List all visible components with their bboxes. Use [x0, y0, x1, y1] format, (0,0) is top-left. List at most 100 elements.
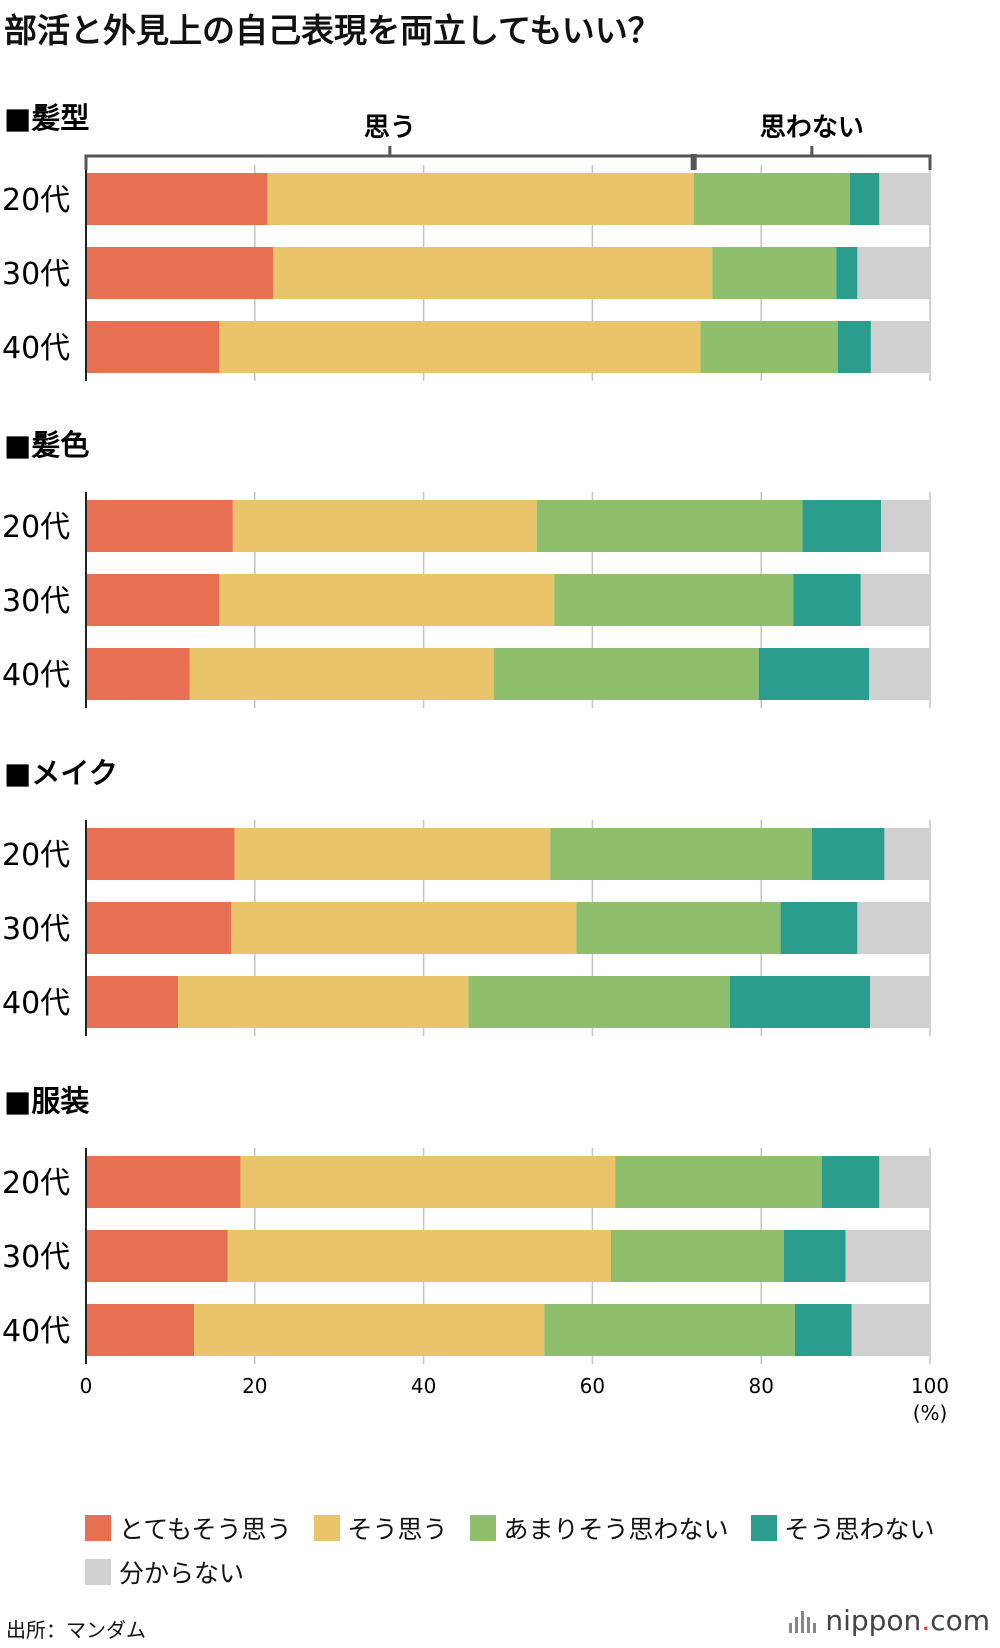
bar-segment: [267, 173, 694, 225]
legend-label: とてもそう思う: [119, 1515, 292, 1544]
row-label: 40代: [2, 986, 70, 1021]
bar-segment: [177, 976, 469, 1028]
bar-segment: [860, 574, 930, 626]
bar-segment: [780, 902, 858, 954]
bar-segment: [802, 500, 882, 552]
bar-segment: [86, 1230, 228, 1282]
bar-segment: [712, 247, 837, 299]
bar-segment: [729, 976, 871, 1028]
bar-segment: [468, 976, 730, 1028]
group-title: ■髪色: [4, 428, 89, 462]
legend-label: 分からない: [119, 1559, 245, 1588]
logo-bars-icon: [789, 1609, 819, 1633]
bar-segment: [86, 976, 178, 1028]
bar-segment: [86, 247, 274, 299]
row-label: 20代: [2, 510, 70, 545]
bar-segment: [693, 173, 850, 225]
x-tick-label: 20: [242, 1374, 267, 1398]
bar-segment: [232, 500, 537, 552]
row-label: 20代: [2, 838, 70, 873]
bar-segment: [240, 1156, 616, 1208]
bar-segment: [86, 902, 232, 954]
bar-segment: [870, 976, 930, 1028]
bar-segment: [879, 1156, 930, 1208]
legend-swatch: [85, 1515, 111, 1541]
bar-segment: [544, 1304, 795, 1356]
bar-segment: [838, 321, 871, 373]
bar-segment: [879, 173, 930, 225]
bar-segment: [576, 902, 781, 954]
bar-segment: [234, 828, 551, 880]
logo-dot: .: [921, 1604, 931, 1637]
nippon-logo: nippon. com: [789, 1604, 990, 1637]
legend-swatch: [750, 1515, 777, 1541]
logo-suffix: com: [930, 1604, 990, 1637]
bar-segment: [857, 902, 930, 954]
bracket-line: [692, 154, 932, 170]
bar-segment: [86, 828, 235, 880]
bar-segment: [86, 1304, 195, 1356]
logo-name: nippon: [825, 1604, 922, 1637]
legend-item: そう思う: [313, 1510, 448, 1546]
x-tick-label: 80: [748, 1374, 773, 1398]
bar-segment: [231, 902, 577, 954]
bracket-divider: [690, 154, 697, 170]
bracket-line: [84, 154, 696, 170]
bracket-label: 思わない: [760, 113, 864, 143]
bar-segment: [811, 828, 885, 880]
bar-segment: [554, 574, 794, 626]
bar-segment: [615, 1156, 822, 1208]
legend-swatch: [469, 1515, 496, 1541]
group-title: ■服装: [4, 1084, 89, 1118]
legend-item: そう思わない: [750, 1510, 935, 1546]
bar-segment: [194, 1304, 545, 1356]
legend-label: そう思わない: [784, 1515, 935, 1544]
bar-segment: [700, 321, 839, 373]
bar-segment: [86, 648, 190, 700]
bar-segment: [758, 648, 870, 700]
row-label: 20代: [2, 183, 70, 218]
row-label: 30代: [2, 584, 70, 619]
source-note: 出所：マンダム: [6, 1618, 146, 1642]
bar-segment: [273, 247, 713, 299]
bar-segment: [870, 321, 930, 373]
bar-segment: [851, 1304, 930, 1356]
row-label: 40代: [2, 331, 70, 366]
bar-segment: [227, 1230, 611, 1282]
bar-segment: [550, 828, 812, 880]
legend-label: あまりそう思わない: [503, 1515, 729, 1544]
bar-segment: [881, 500, 930, 552]
bar-segment: [849, 173, 880, 225]
legend: とてもそう思う そう思う あまりそう思わない そう思わない分からない: [85, 1510, 985, 1590]
bar-segment: [86, 321, 220, 373]
legend-item: 分からない: [85, 1554, 244, 1590]
chart-title: 部活と外見上の自己表現を両立してもいい？: [4, 11, 661, 50]
x-axis-unit: (%): [913, 1401, 948, 1425]
x-tick-label: 60: [580, 1374, 605, 1398]
row-label: 40代: [2, 658, 70, 693]
row-label: 30代: [2, 257, 70, 292]
legend-swatch: [313, 1515, 340, 1541]
bar-segment: [836, 247, 858, 299]
bar-segment: [869, 648, 930, 700]
row-label: 20代: [2, 1166, 70, 1201]
bar-segment: [821, 1156, 880, 1208]
bar-segment: [86, 173, 268, 225]
legend-label: そう思う: [347, 1515, 448, 1544]
bar-segment: [493, 648, 759, 700]
row-label: 30代: [2, 912, 70, 947]
bar-segment: [86, 500, 233, 552]
bar-segment: [793, 574, 861, 626]
bar-segment: [86, 574, 220, 626]
x-tick-label: 40: [411, 1374, 436, 1398]
bar-segment: [884, 828, 930, 880]
bar-segment: [783, 1230, 846, 1282]
bar-segment: [219, 574, 555, 626]
x-tick-label: 100: [911, 1374, 949, 1398]
row-label: 40代: [2, 1314, 70, 1349]
bar-segment: [189, 648, 494, 700]
legend-item: とてもそう思う: [85, 1510, 292, 1546]
bar-segment: [857, 247, 930, 299]
group-title: ■メイク: [4, 756, 118, 790]
bar-segment: [610, 1230, 784, 1282]
